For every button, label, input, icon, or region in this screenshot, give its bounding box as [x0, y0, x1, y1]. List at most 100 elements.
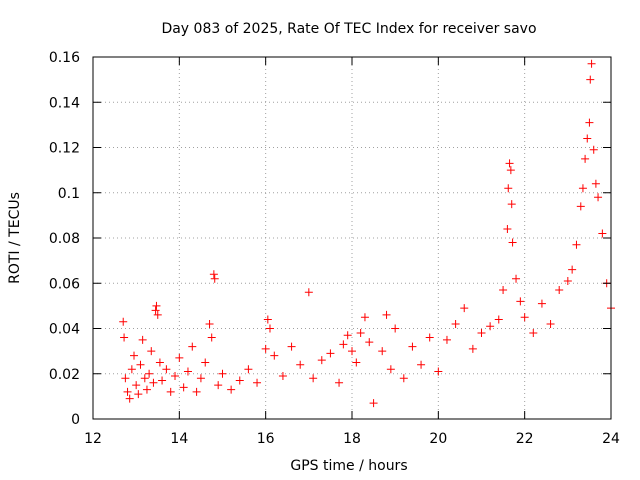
data-point — [503, 224, 512, 233]
y-tick-label: 0.06 — [49, 276, 80, 292]
data-point — [360, 313, 369, 322]
data-point — [516, 297, 525, 306]
data-point — [494, 315, 503, 324]
data-point — [263, 315, 272, 324]
data-point — [399, 374, 408, 383]
data-point — [120, 333, 129, 342]
data-point — [386, 365, 395, 374]
data-points — [119, 59, 615, 408]
data-point — [512, 274, 521, 283]
data-point — [123, 387, 132, 396]
y-tick-label: 0.12 — [49, 141, 80, 157]
data-point — [460, 304, 469, 313]
data-point — [317, 356, 326, 365]
data-point — [504, 184, 513, 193]
data-point — [352, 358, 361, 367]
data-point — [335, 378, 344, 387]
data-point — [507, 200, 516, 209]
data-point — [434, 367, 443, 376]
data-point — [529, 329, 538, 338]
data-point — [343, 331, 352, 340]
data-point — [356, 329, 365, 338]
data-point — [505, 159, 514, 168]
data-point — [132, 381, 141, 390]
data-point — [586, 75, 595, 84]
data-point — [218, 369, 227, 378]
data-point — [468, 344, 477, 353]
data-point — [417, 360, 426, 369]
x-tick-label: 20 — [429, 431, 447, 447]
data-point — [486, 322, 495, 331]
data-point — [127, 365, 136, 374]
data-point — [134, 390, 143, 399]
data-point — [581, 154, 590, 163]
data-point — [151, 306, 160, 315]
data-point — [270, 351, 279, 360]
data-point — [136, 360, 145, 369]
data-point — [162, 365, 171, 374]
data-point — [196, 374, 205, 383]
data-point — [382, 310, 391, 319]
data-point — [477, 329, 486, 338]
data-point — [209, 270, 218, 279]
data-point — [537, 299, 546, 308]
x-tick-label: 16 — [257, 431, 275, 447]
data-point — [594, 193, 603, 202]
data-point — [572, 240, 581, 249]
x-tick-label: 18 — [343, 431, 361, 447]
data-point — [121, 374, 130, 383]
data-point — [563, 276, 572, 285]
y-tick-label: 0.04 — [49, 322, 80, 338]
data-point — [499, 286, 508, 295]
data-point — [369, 399, 378, 408]
y-tick-label: 0 — [71, 412, 80, 428]
x-tick-label: 14 — [170, 431, 188, 447]
data-point — [125, 394, 134, 403]
data-point — [244, 365, 253, 374]
data-point — [348, 347, 356, 356]
data-point — [119, 317, 128, 326]
y-tick-label: 0.16 — [49, 50, 80, 66]
data-point — [546, 319, 555, 328]
chart-title: Day 083 of 2025, Rate Of TEC Index for r… — [161, 21, 536, 37]
data-point — [192, 387, 201, 396]
data-point — [205, 319, 214, 328]
data-point — [153, 310, 162, 319]
data-point — [152, 301, 161, 310]
x-axis-label: GPS time / hours — [290, 458, 407, 474]
data-point — [227, 385, 236, 394]
data-point — [261, 344, 270, 353]
data-point — [210, 274, 219, 283]
data-point — [158, 376, 167, 385]
data-point — [408, 342, 417, 351]
data-point — [508, 238, 517, 247]
data-point — [365, 338, 374, 347]
data-point — [576, 202, 585, 211]
data-point — [253, 378, 262, 387]
data-point — [149, 378, 158, 387]
grid — [93, 57, 611, 419]
data-point — [506, 166, 515, 175]
data-point — [214, 381, 223, 390]
data-point — [188, 342, 197, 351]
y-tick-label: 0.08 — [49, 231, 80, 247]
y-tick-label: 0.02 — [49, 367, 80, 383]
data-point — [587, 59, 596, 68]
data-point — [591, 179, 600, 188]
data-point — [585, 118, 594, 127]
data-point — [583, 134, 592, 143]
data-point — [339, 340, 348, 349]
data-point — [568, 265, 577, 274]
x-tick-label: 12 — [84, 431, 102, 447]
data-point — [166, 387, 175, 396]
data-point — [598, 229, 607, 238]
data-point — [175, 353, 184, 362]
data-point — [145, 369, 154, 378]
data-point — [155, 358, 164, 367]
y-tick-label: 0.14 — [49, 95, 80, 111]
data-point — [326, 349, 335, 358]
data-point — [265, 324, 274, 333]
data-point — [235, 376, 244, 385]
data-point — [287, 342, 296, 351]
